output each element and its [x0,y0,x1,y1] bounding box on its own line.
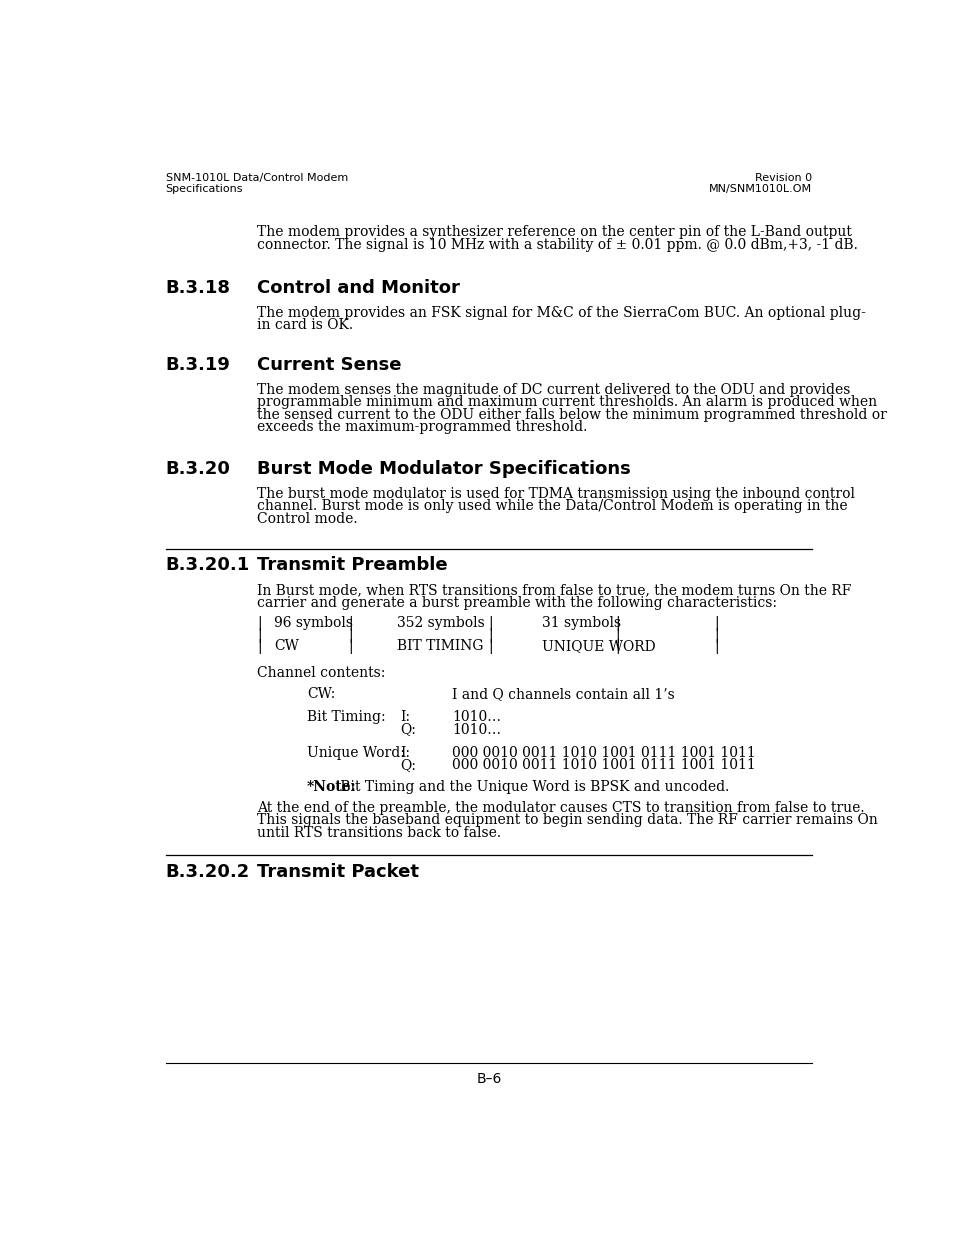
Text: This signals the baseband equipment to begin sending data. The RF carrier remain: This signals the baseband equipment to b… [257,814,877,827]
Text: the sensed current to the ODU either falls below the minimum programmed threshol: the sensed current to the ODU either fal… [257,408,886,421]
Text: At the end of the preamble, the modulator causes CTS to transition from false to: At the end of the preamble, the modulato… [257,802,864,815]
Text: Channel contents:: Channel contents: [257,666,385,679]
Text: until RTS transitions back to false.: until RTS transitions back to false. [257,826,500,840]
Text: |: | [714,616,719,631]
Text: The burst mode modulator is used for TDMA transmission using the inbound control: The burst mode modulator is used for TDM… [257,487,854,501]
Text: carrier and generate a burst preamble with the following characteristics:: carrier and generate a burst preamble wi… [257,595,777,610]
Text: |: | [615,616,619,631]
Text: Revision 0: Revision 0 [754,173,811,183]
Text: BIT TIMING: BIT TIMING [396,640,482,653]
Text: Control mode.: Control mode. [257,511,357,526]
Text: channel. Burst mode is only used while the Data/Control Modem is operating in th: channel. Burst mode is only used while t… [257,499,847,514]
Text: |: | [488,627,493,643]
Text: I:: I: [399,710,410,724]
Text: Bit Timing and the Unique Word is BPSK and uncoded.: Bit Timing and the Unique Word is BPSK a… [335,779,729,794]
Text: |: | [348,627,353,643]
Text: |: | [714,627,719,643]
Text: SNM-1010L Data/Control Modem: SNM-1010L Data/Control Modem [166,173,348,183]
Text: B.3.19: B.3.19 [166,356,231,374]
Text: Transmit Packet: Transmit Packet [257,863,418,881]
Text: in card is OK.: in card is OK. [257,319,353,332]
Text: I:: I: [399,746,410,760]
Text: Unique Word:: Unique Word: [307,746,404,760]
Text: |: | [257,640,261,655]
Text: 000 0010 0011 1010 1001 0111 1001 1011: 000 0010 0011 1010 1001 0111 1001 1011 [452,746,756,760]
Text: 352 symbols: 352 symbols [396,616,484,630]
Text: CW: CW [274,640,299,653]
Text: The modem senses the magnitude of DC current delivered to the ODU and provides: The modem senses the magnitude of DC cur… [257,383,850,396]
Text: B.3.20.1: B.3.20.1 [166,556,250,574]
Text: |: | [257,627,261,643]
Text: B–6: B–6 [476,1072,501,1087]
Text: B.3.20.2: B.3.20.2 [166,863,250,881]
Text: |: | [348,640,353,655]
Text: 000 0010 0011 1010 1001 0111 1001 1011: 000 0010 0011 1010 1001 0111 1001 1011 [452,758,756,772]
Text: |: | [348,616,353,631]
Text: I and Q channels contain all 1’s: I and Q channels contain all 1’s [452,687,675,701]
Text: programmable minimum and maximum current thresholds. An alarm is produced when: programmable minimum and maximum current… [257,395,877,409]
Text: Burst Mode Modulator Specifications: Burst Mode Modulator Specifications [257,461,630,478]
Text: 1010…: 1010… [452,722,501,736]
Text: 31 symbols: 31 symbols [542,616,620,630]
Text: |: | [615,627,619,643]
Text: |: | [488,616,493,631]
Text: |: | [488,640,493,655]
Text: CW:: CW: [307,687,335,701]
Text: Control and Monitor: Control and Monitor [257,279,459,298]
Text: The modem provides a synthesizer reference on the center pin of the L-Band outpu: The modem provides a synthesizer referen… [257,225,851,240]
Text: Q:: Q: [399,722,416,736]
Text: The modem provides an FSK signal for M&C of the SierraCom BUC. An optional plug-: The modem provides an FSK signal for M&C… [257,306,865,320]
Text: In Burst mode, when RTS transitions from false to true, the modem turns On the R: In Burst mode, when RTS transitions from… [257,583,851,598]
Text: Q:: Q: [399,758,416,772]
Text: 96 symbols: 96 symbols [274,616,353,630]
Text: |: | [615,640,619,655]
Text: Transmit Preamble: Transmit Preamble [257,556,447,574]
Text: MN/SNM1010L.OM: MN/SNM1010L.OM [708,184,811,194]
Text: B.3.18: B.3.18 [166,279,231,298]
Text: |: | [714,640,719,655]
Text: |: | [257,616,261,631]
Text: Bit Timing:: Bit Timing: [307,710,385,724]
Text: Specifications: Specifications [166,184,243,194]
Text: UNIQUE WORD: UNIQUE WORD [542,640,656,653]
Text: Current Sense: Current Sense [257,356,401,374]
Text: B.3.20: B.3.20 [166,461,231,478]
Text: connector. The signal is 10 MHz with a stability of ± 0.01 ppm. @ 0.0 dBm,+3, -1: connector. The signal is 10 MHz with a s… [257,237,857,252]
Text: *Note:: *Note: [307,779,356,794]
Text: 1010…: 1010… [452,710,501,724]
Text: exceeds the maximum-programmed threshold.: exceeds the maximum-programmed threshold… [257,420,587,433]
